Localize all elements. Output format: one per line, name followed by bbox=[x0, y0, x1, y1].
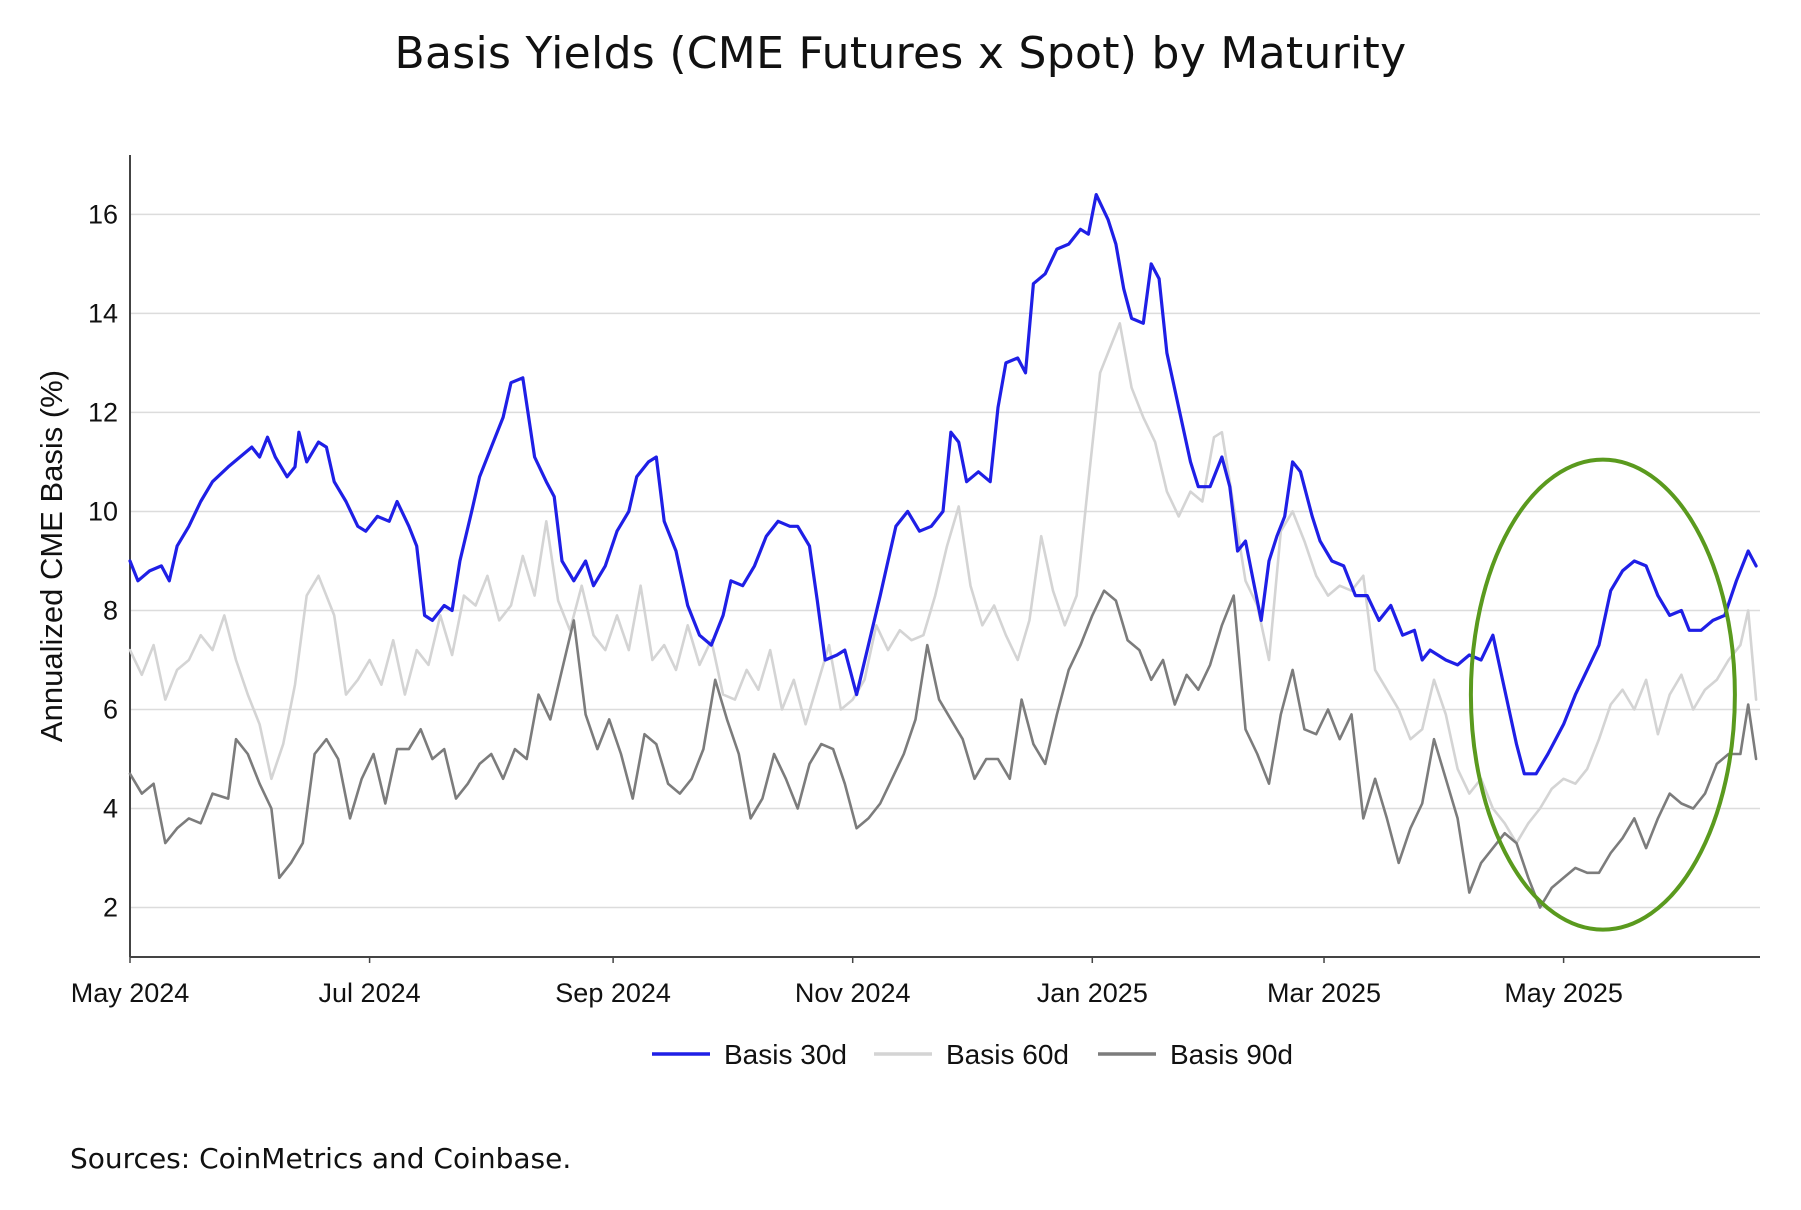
annotations bbox=[1468, 457, 1737, 932]
chart-title: Basis Yields (CME Futures x Spot) by Mat… bbox=[394, 28, 1407, 79]
x-tick-label: May 2025 bbox=[1504, 978, 1623, 1008]
x-tick-label: Mar 2025 bbox=[1267, 978, 1381, 1008]
x-tick-label: Jan 2025 bbox=[1037, 978, 1148, 1008]
series-line-basis-90d bbox=[128, 589, 1758, 909]
y-tick-label: 6 bbox=[103, 694, 118, 724]
x-tick-label: Jul 2024 bbox=[319, 978, 421, 1008]
series-line-basis-60d bbox=[128, 322, 1758, 845]
series-lines bbox=[128, 193, 1758, 909]
y-tick-label: 8 bbox=[103, 595, 118, 625]
x-tick-label: Sep 2024 bbox=[555, 978, 671, 1008]
legend-label: Basis 30d bbox=[724, 1039, 847, 1070]
y-tick-label: 12 bbox=[88, 397, 118, 427]
highlight-ellipse bbox=[1468, 457, 1737, 932]
y-axis-title: Annualized CME Basis (%) bbox=[34, 370, 69, 742]
y-tick-label: 4 bbox=[103, 793, 118, 823]
x-tick-label: Nov 2024 bbox=[795, 978, 911, 1008]
source-note: Sources: CoinMetrics and Coinbase. bbox=[70, 1142, 572, 1175]
legend: Basis 30d Basis 60d Basis 90d bbox=[652, 1039, 1293, 1070]
legend-label: Basis 60d bbox=[946, 1039, 1069, 1070]
y-tick-label: 2 bbox=[103, 892, 118, 922]
y-tick-label: 10 bbox=[88, 496, 118, 526]
y-tick-label: 14 bbox=[88, 298, 118, 328]
y-tick-label: 16 bbox=[88, 199, 118, 229]
x-tick-label: May 2024 bbox=[71, 978, 190, 1008]
axes: 2 4 6 8 10 12 14 16 May 2024 Jul 2024 Sep 2024 Nov … bbox=[71, 155, 1760, 1008]
legend-label: Basis 90d bbox=[1170, 1039, 1293, 1070]
series-line-basis-30d bbox=[128, 193, 1758, 776]
gridlines bbox=[130, 213, 1760, 909]
